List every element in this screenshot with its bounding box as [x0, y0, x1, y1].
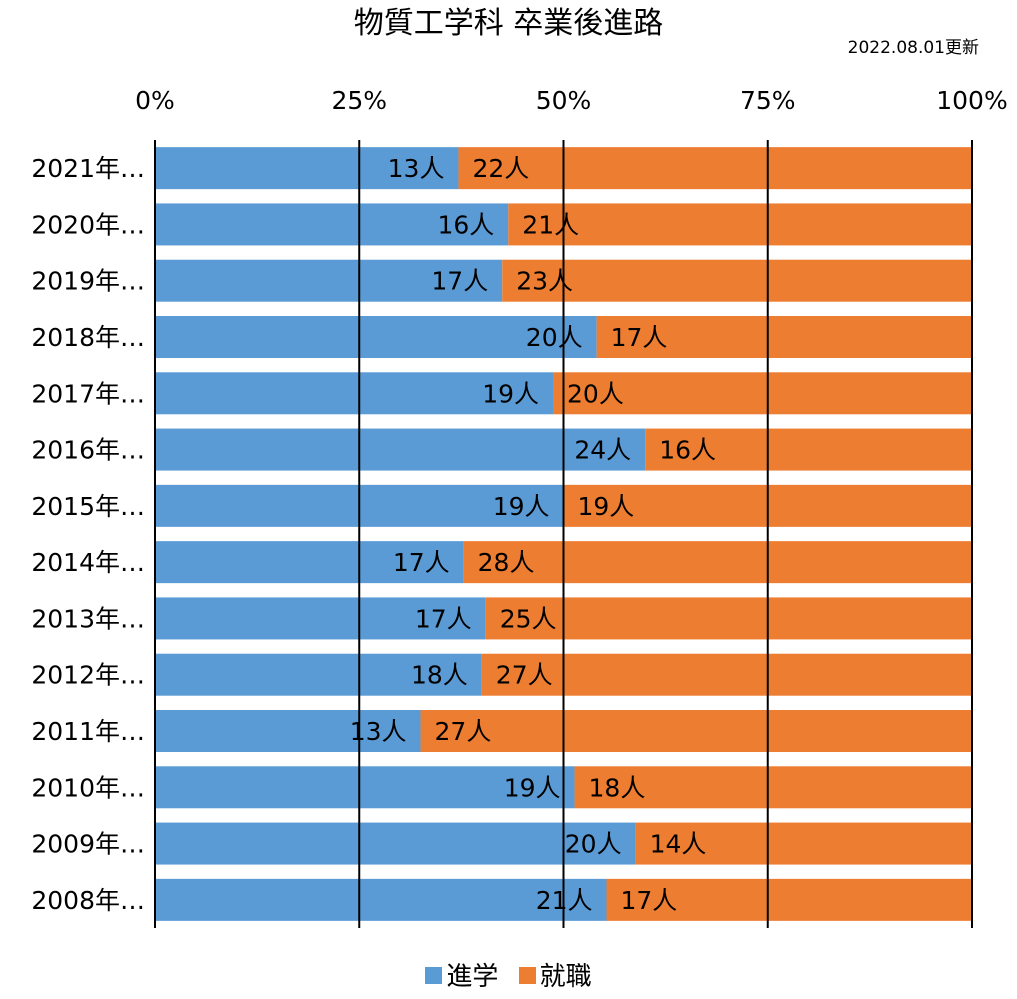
category-label: 2021年…	[31, 154, 145, 183]
bar-shushoku	[481, 653, 972, 696]
category-label: 2019年…	[31, 267, 145, 296]
bar-shingaku	[155, 766, 575, 809]
bar-shingaku	[155, 878, 607, 921]
legend-swatch-shingaku	[425, 967, 443, 984]
data-label-shingaku: 24人	[574, 436, 631, 465]
data-label-shushoku: 16人	[659, 436, 716, 465]
bar-shushoku	[606, 878, 972, 921]
bar-shingaku	[155, 316, 597, 358]
category-label: 2017年…	[31, 379, 145, 408]
bar-shushoku	[645, 428, 972, 471]
bar-shingaku	[155, 372, 554, 415]
bar-shingaku	[155, 259, 503, 302]
legend-item-shingaku: 進学	[425, 958, 498, 996]
bar-shushoku	[463, 541, 972, 584]
category-label: 2010年…	[31, 773, 145, 802]
data-label-shingaku: 13人	[388, 154, 445, 183]
bar-shingaku	[155, 822, 636, 865]
data-label-shingaku: 18人	[411, 661, 468, 690]
bar-shushoku	[596, 316, 972, 358]
category-label: 2008年…	[31, 886, 145, 915]
data-label-shushoku: 17人	[621, 886, 678, 915]
data-label-shingaku: 17人	[431, 267, 488, 296]
data-label-shushoku: 27人	[496, 661, 553, 690]
bar-shingaku	[155, 203, 509, 246]
legend-swatch-shushoku	[518, 967, 536, 984]
bar-shushoku	[458, 147, 972, 190]
data-label-shingaku: 16人	[437, 210, 494, 239]
x-tick-label: 50%	[536, 86, 592, 115]
category-label: 2014年…	[31, 548, 145, 577]
data-label-shushoku: 18人	[589, 773, 646, 802]
data-label-shushoku: 20人	[567, 379, 624, 408]
category-label: 2011年…	[31, 717, 145, 746]
bar-shingaku	[155, 147, 459, 190]
data-label-shushoku: 19人	[578, 492, 635, 521]
legend-item-shushoku: 就職	[518, 958, 592, 996]
category-label: 2020年…	[31, 210, 145, 239]
bar-shingaku	[155, 710, 421, 752]
category-label: 2016年…	[31, 436, 145, 465]
data-label-shushoku: 23人	[516, 267, 573, 296]
data-label-shingaku: 17人	[415, 604, 472, 633]
bar-shushoku	[508, 203, 972, 246]
x-tick-label: 25%	[331, 86, 387, 115]
bar-shushoku	[553, 372, 972, 415]
x-tick-label: 75%	[740, 86, 796, 115]
bar-shingaku	[155, 597, 486, 640]
chart-title: 物質工学科 卒業後進路	[353, 6, 664, 41]
update-date: 2022.08.01更新	[847, 38, 979, 58]
data-label-shushoku: 25人	[500, 604, 557, 633]
data-label-shingaku: 17人	[393, 548, 450, 577]
data-label-shingaku: 20人	[565, 830, 622, 859]
x-tick-label: 100%	[936, 86, 1007, 115]
category-label: 2018年…	[31, 323, 145, 352]
bar-shingaku	[155, 541, 464, 584]
data-label-shushoku: 17人	[611, 323, 668, 352]
x-tick-label: 0%	[135, 86, 175, 115]
legend-label-shushoku: 就職	[539, 962, 592, 992]
bar-shushoku	[420, 710, 972, 752]
category-label: 2015年…	[31, 492, 145, 521]
bar-shushoku	[485, 597, 972, 640]
category-label: 2009年…	[31, 830, 145, 859]
bar-shushoku	[635, 822, 972, 865]
data-label-shingaku: 13人	[350, 717, 407, 746]
bar-shushoku	[502, 259, 972, 302]
data-label-shushoku: 22人	[472, 154, 529, 183]
data-label-shingaku: 19人	[482, 379, 539, 408]
data-label-shushoku: 27人	[435, 717, 492, 746]
category-label: 2012年…	[31, 661, 145, 690]
data-label-shingaku: 20人	[526, 323, 583, 352]
legend: 進学 就職	[0, 958, 1017, 996]
data-label-shushoku: 21人	[522, 210, 579, 239]
data-label-shingaku: 19人	[493, 492, 550, 521]
data-label-shingaku: 19人	[504, 773, 561, 802]
legend-label-shingaku: 進学	[446, 962, 499, 992]
bar-shingaku	[155, 428, 646, 471]
data-label-shushoku: 14人	[650, 830, 707, 859]
bar-shingaku	[155, 653, 482, 696]
data-label-shushoku: 28人	[478, 548, 535, 577]
category-label: 2013年…	[31, 604, 145, 633]
bar-shushoku	[574, 766, 972, 809]
